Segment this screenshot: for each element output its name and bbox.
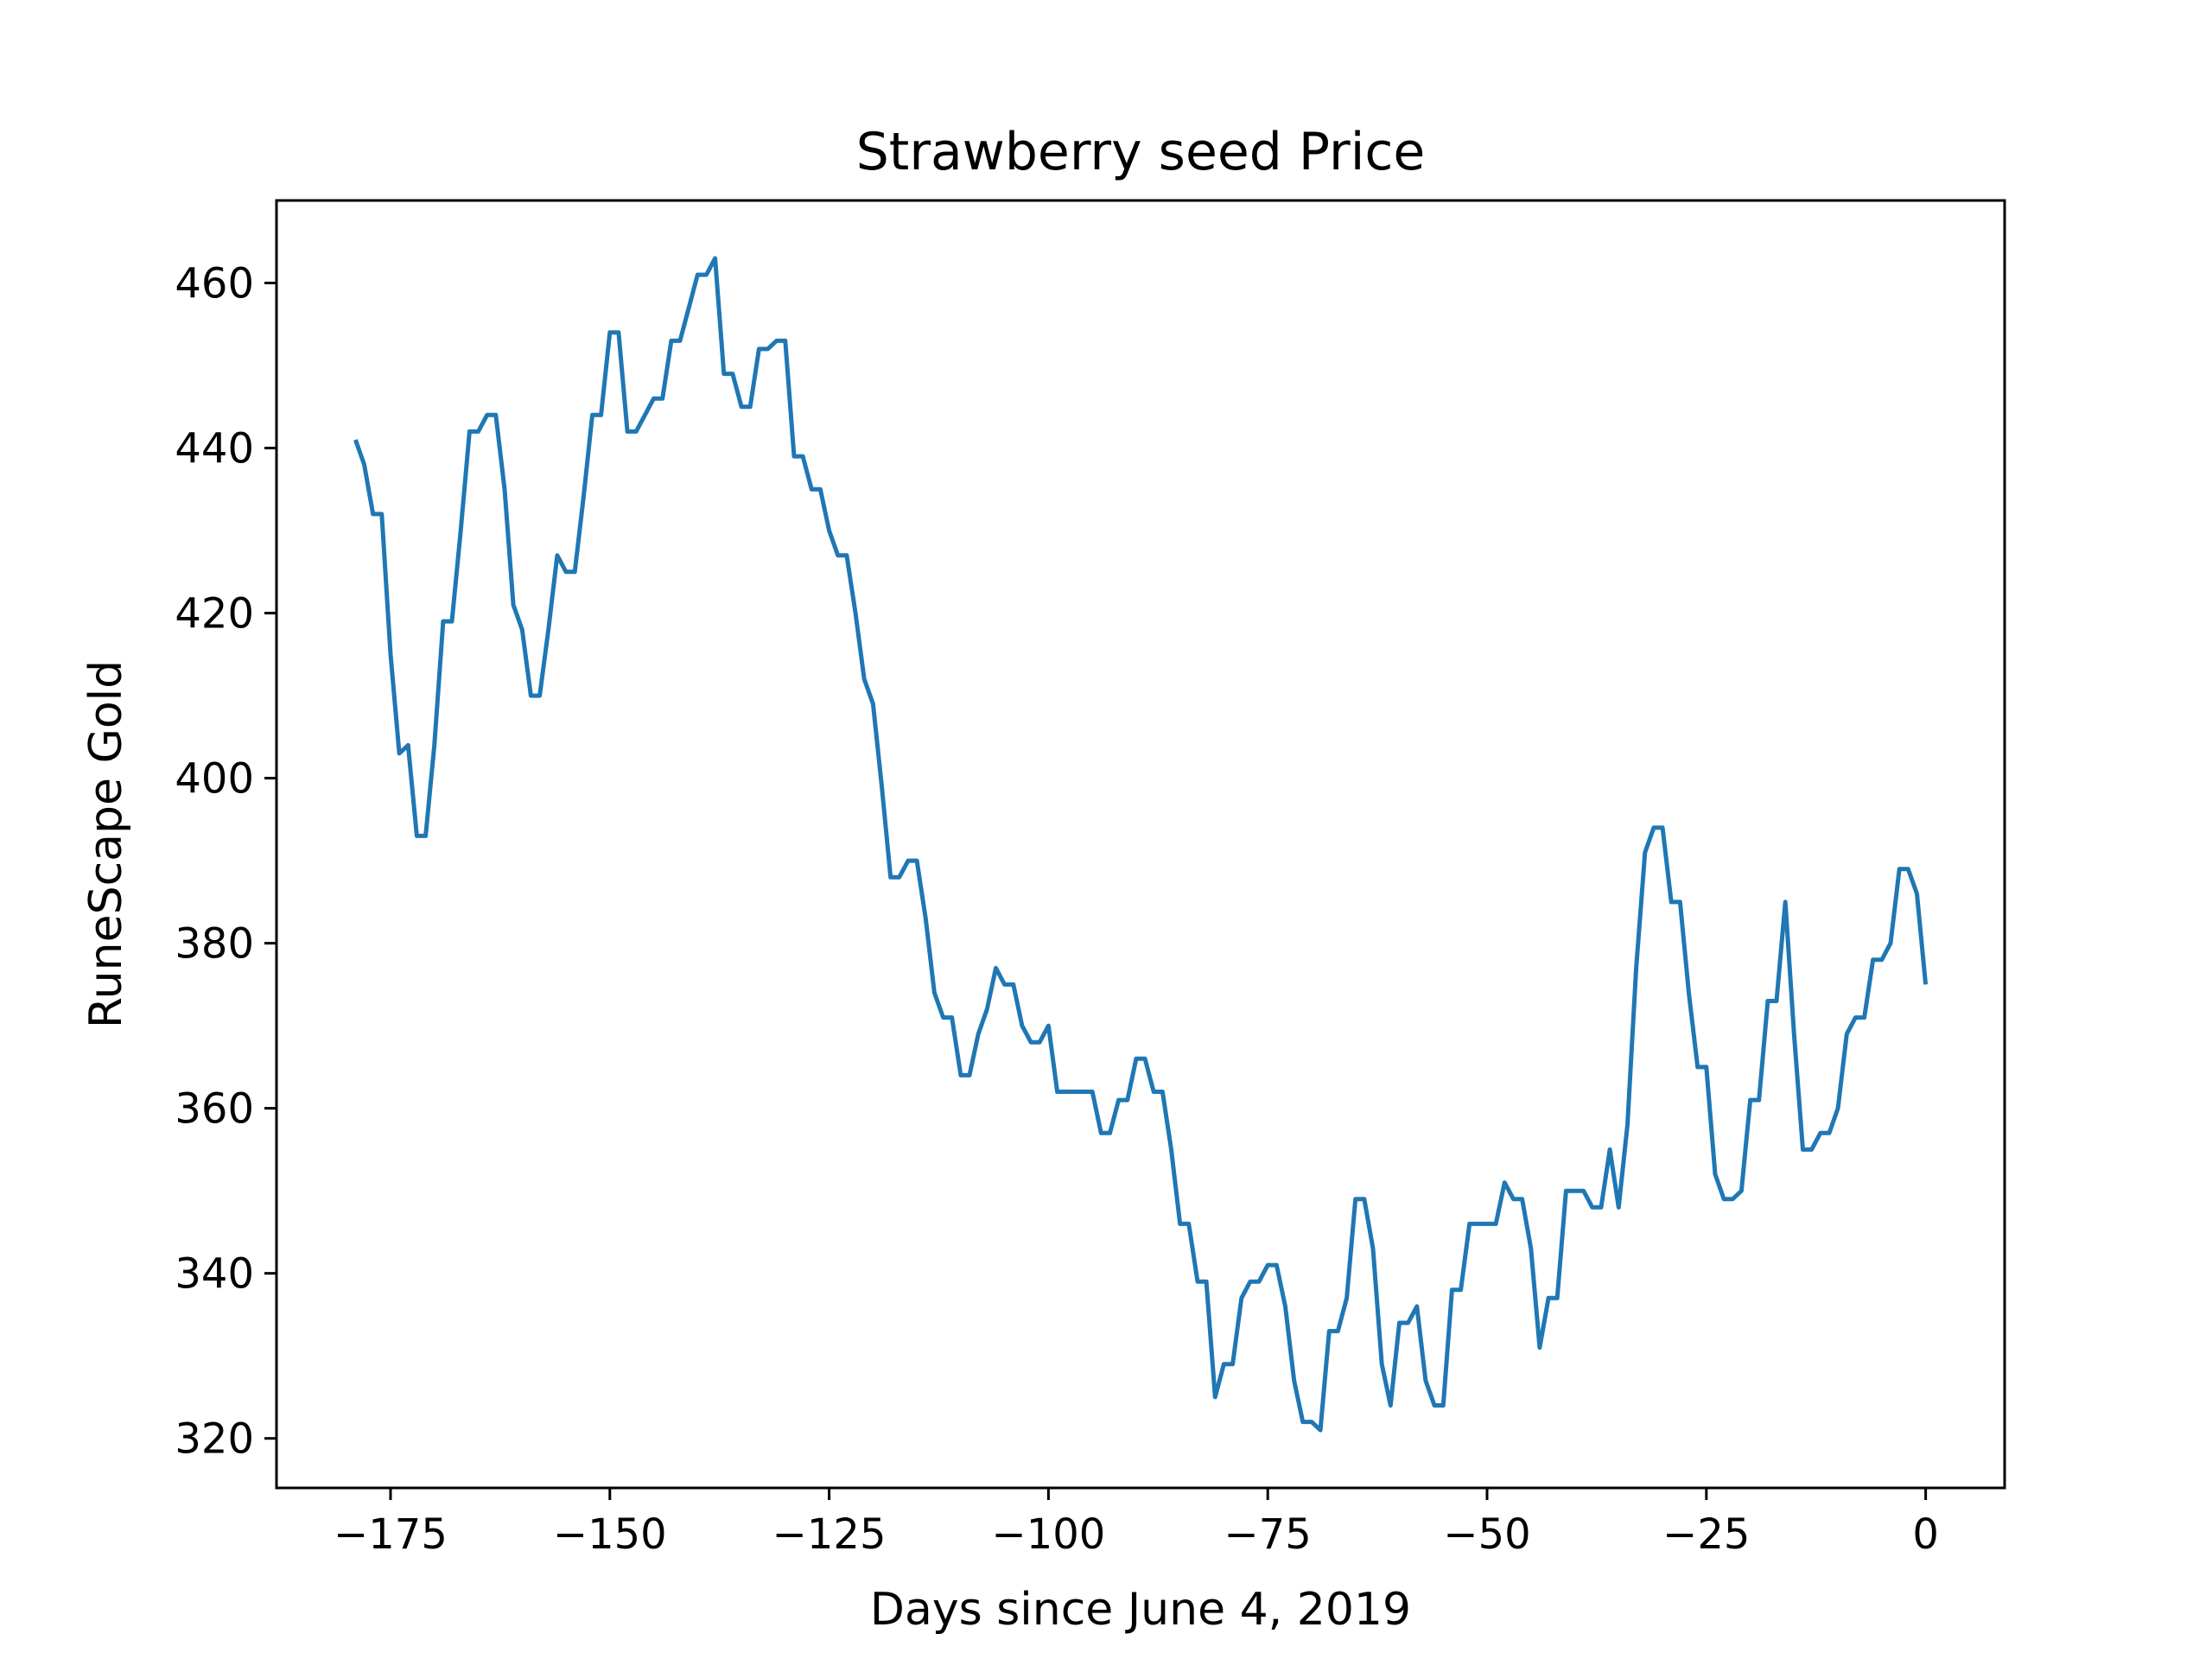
x-tick-label: −175 <box>334 1510 448 1559</box>
x-tick-label: −100 <box>991 1510 1105 1559</box>
x-axis-ticks: −175 −150 −125 −100 −75 −50 −25 0 <box>334 1488 1939 1559</box>
y-axis-ticks: 320 340 360 380 400 420 440 460 <box>175 260 276 1464</box>
y-tick-label: 400 <box>175 755 254 804</box>
series-line-layer <box>353 256 1929 1433</box>
y-tick-label: 460 <box>175 260 254 308</box>
plot-frame <box>275 199 2006 1490</box>
x-tick-label: −25 <box>1662 1510 1750 1559</box>
y-tick-label: 360 <box>175 1085 254 1134</box>
y-tick-label: 440 <box>175 425 254 474</box>
y-axis-label: RuneScape Gold <box>80 660 132 1028</box>
x-tick-label: −75 <box>1224 1510 1312 1559</box>
x-tick-label: 0 <box>1912 1510 1939 1559</box>
price-series-line <box>353 256 1929 1433</box>
x-axis-label: Days since June 4, 2019 <box>870 1584 1411 1636</box>
x-tick-label: −50 <box>1443 1510 1530 1559</box>
x-tick-label: −150 <box>553 1510 667 1559</box>
chart-title: Strawberry seed Price <box>856 122 1426 182</box>
x-tick-label: −125 <box>772 1510 887 1559</box>
y-tick-label: 420 <box>175 590 254 639</box>
y-tick-label: 320 <box>175 1415 254 1464</box>
y-tick-label: 340 <box>175 1250 254 1299</box>
y-tick-label: 380 <box>175 920 254 969</box>
